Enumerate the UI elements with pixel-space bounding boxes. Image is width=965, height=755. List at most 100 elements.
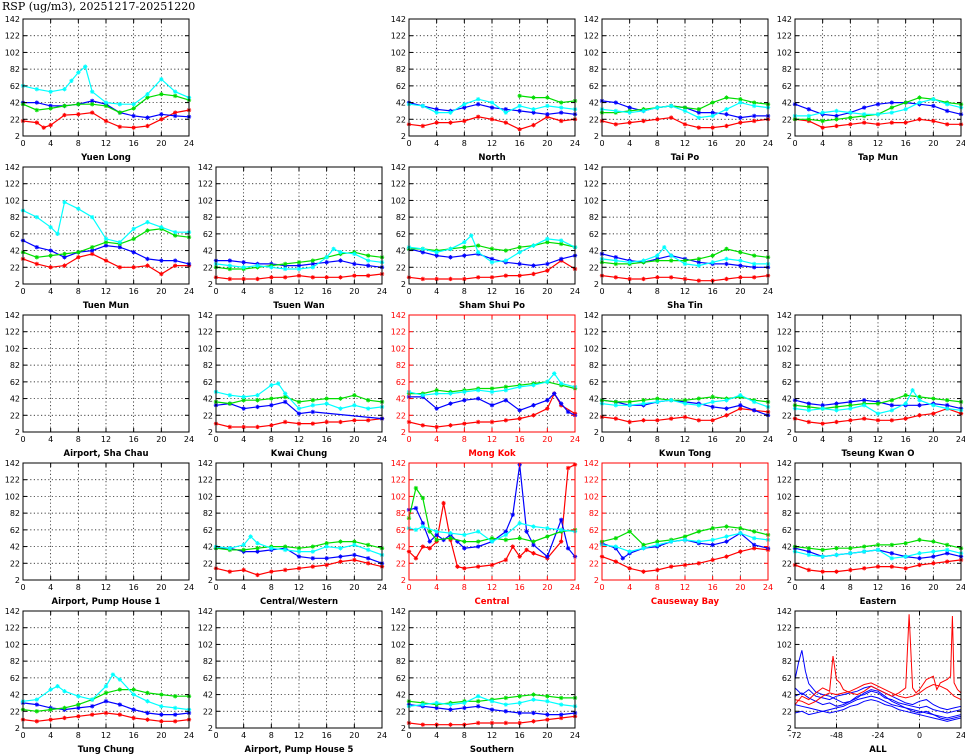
data-point — [227, 393, 233, 398]
data-point — [558, 100, 564, 105]
tick-label-x: 4 — [627, 139, 632, 148]
data-point — [282, 399, 288, 405]
tick-label-y: 122 — [5, 180, 20, 189]
series-line — [601, 246, 768, 267]
data-point — [131, 106, 136, 111]
data-point — [103, 684, 109, 689]
data-point — [565, 465, 571, 471]
tick-label-x: 4 — [48, 435, 53, 444]
data-point — [531, 403, 536, 408]
tick-label-y: 22 — [203, 263, 213, 272]
data-point — [724, 398, 729, 403]
tick-label-y: 62 — [203, 378, 213, 387]
series-line — [794, 389, 962, 415]
tick-label-x: 4 — [434, 139, 439, 148]
data-point — [76, 714, 81, 719]
data-point — [531, 710, 536, 716]
data-point — [110, 672, 116, 677]
data-point — [627, 566, 632, 571]
data-point — [352, 539, 357, 544]
data-point — [276, 381, 281, 386]
data-point — [751, 408, 757, 413]
data-point — [738, 120, 743, 125]
data-point — [269, 383, 274, 388]
data-point — [738, 406, 743, 411]
data-point — [889, 100, 895, 105]
tick-label-y: 2 — [208, 724, 213, 733]
data-point — [655, 275, 660, 280]
tick-label-x: 4 — [48, 731, 53, 740]
data-point — [62, 715, 67, 721]
data-point — [365, 253, 371, 258]
tick-label-y: 142 — [198, 459, 213, 468]
data-point — [269, 265, 274, 270]
data-point — [875, 411, 881, 416]
tick-label-x: 20 — [542, 139, 552, 148]
tick-label-y: 82 — [589, 361, 599, 370]
tick-label-y: 142 — [5, 607, 20, 616]
data-point — [448, 276, 453, 282]
tick-label-x: 0 — [792, 583, 797, 592]
data-point — [627, 105, 632, 110]
tick-label-x: 8 — [655, 435, 660, 444]
data-point — [668, 115, 674, 120]
tick-label-x: 12 — [294, 583, 304, 592]
data-point — [931, 549, 936, 554]
data-point — [296, 263, 302, 268]
data-point — [420, 123, 426, 129]
tick-label-x: 24 — [956, 435, 965, 444]
tick-label-x: 0 — [406, 287, 411, 296]
data-point — [427, 529, 432, 534]
tick-label-y: 142 — [5, 311, 20, 320]
tick-label-x: 20 — [156, 435, 166, 444]
tick-label-x: 16 — [322, 435, 332, 444]
tick-label-y: 42 — [203, 247, 213, 256]
data-point — [241, 547, 246, 553]
data-point — [751, 113, 757, 119]
data-point — [462, 118, 467, 124]
data-point — [475, 102, 481, 107]
station-title: Tap Mun — [858, 153, 898, 163]
data-point — [834, 123, 839, 129]
data-point — [931, 539, 936, 544]
data-point — [76, 112, 81, 117]
data-point — [255, 263, 260, 268]
tick-label-x: 20 — [156, 583, 166, 592]
data-point — [696, 107, 702, 112]
data-point — [434, 276, 439, 282]
data-point — [227, 258, 233, 263]
tick-label-y: 22 — [396, 707, 406, 716]
data-point — [834, 408, 839, 413]
data-point — [861, 566, 867, 571]
data-point — [655, 253, 660, 258]
station-title: Yuen Long — [80, 153, 131, 163]
data-point — [338, 419, 343, 425]
data-point — [282, 275, 288, 280]
tick-label-y: 102 — [5, 492, 20, 501]
tick-label-x: 20 — [542, 287, 552, 296]
data-point — [462, 700, 467, 706]
data-point — [420, 276, 426, 282]
station-title: Airport, Sha Chau — [64, 449, 149, 459]
data-point — [255, 424, 260, 430]
data-point — [641, 546, 646, 551]
data-point — [682, 398, 688, 403]
tick-label-y: 102 — [198, 196, 213, 205]
data-point — [159, 117, 164, 122]
station-title: Sha Tin — [667, 301, 703, 311]
tick-label-x: 20 — [735, 139, 745, 148]
tick-label-y: 122 — [5, 476, 20, 485]
tick-label-x: 0 — [20, 731, 25, 740]
data-point — [531, 524, 536, 529]
tick-label-y: 2 — [401, 280, 406, 289]
data-point — [434, 537, 439, 543]
data-point — [41, 125, 46, 130]
data-point — [738, 115, 743, 120]
tick-label-x: 8 — [269, 435, 274, 444]
tick-label-y: 22 — [396, 559, 406, 568]
tick-label-x: 12 — [294, 731, 304, 740]
series-line — [215, 382, 383, 410]
data-point — [159, 704, 164, 709]
data-point — [751, 261, 757, 267]
data-point — [62, 689, 67, 694]
